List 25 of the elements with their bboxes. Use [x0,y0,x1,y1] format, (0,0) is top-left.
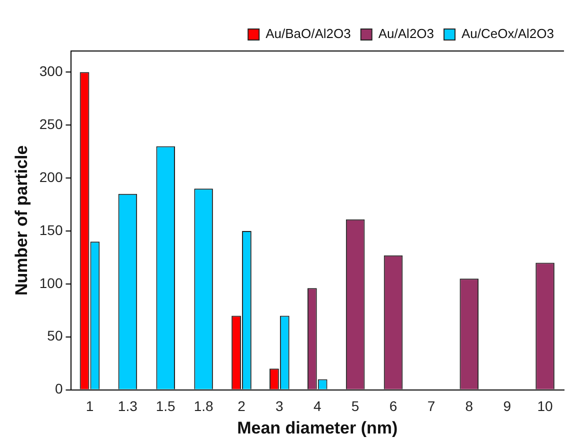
x-tick-label: 2 [238,398,246,414]
y-tick-label: 50 [47,328,63,344]
x-tick-label: 1.3 [118,398,138,414]
x-tick-label: 4 [313,398,322,414]
legend-label: Au/Al2O3 [378,26,434,42]
x-tick-label: 6 [389,398,398,414]
x-tick-label: 9 [503,398,512,414]
x-tick-label: 7 [427,398,436,414]
x-tick-label: 5 [351,398,360,414]
y-tick-label: 0 [54,380,63,397]
y-tick-label: 300 [39,63,63,80]
legend-label: Au/BaO/Al2O3 [266,26,351,42]
y-tick-label: 150 [39,222,63,238]
x-tick-label: 1.5 [156,398,176,414]
legend-label: Au/CeOx/Al2O3 [462,26,554,42]
y-tick-label: 200 [39,168,63,185]
y-axis-title: Number of particle [12,145,31,296]
x-tick-label: 8 [465,398,474,414]
x-tick-label: 3 [276,398,284,414]
x-tick-label: 10 [537,398,554,414]
y-tick-label: 250 [39,116,63,132]
x-axis-title: Mean diameter (nm) [237,418,398,438]
y-tick-label: 100 [39,274,63,291]
x-tick-label: 1 [86,398,94,414]
x-tick-label: 1.8 [194,398,214,414]
